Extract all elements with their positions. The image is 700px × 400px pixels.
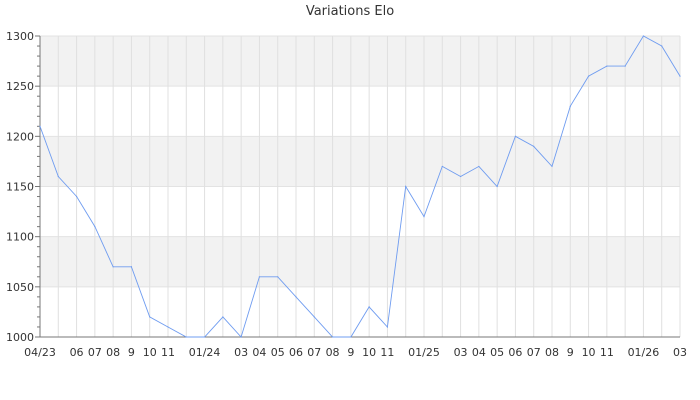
x-tick-label: 01/26 (628, 346, 660, 359)
data-point (569, 105, 571, 107)
shaded-band (40, 236, 680, 287)
x-tick-label: 10 (582, 346, 596, 359)
data-point (203, 336, 206, 338)
x-tick-label: 11 (380, 346, 394, 359)
data-point (514, 135, 517, 137)
x-tick-label: 04 (472, 346, 486, 359)
x-tick-label: 03 (234, 346, 248, 359)
data-point (496, 185, 498, 188)
data-point (94, 226, 96, 228)
x-tick-label: 9 (347, 346, 354, 359)
data-point (295, 296, 297, 298)
data-point (130, 266, 133, 268)
data-point (350, 336, 352, 338)
x-tick-label: 06 (70, 346, 84, 359)
x-tick-label: 04 (252, 346, 266, 359)
data-point (313, 316, 315, 318)
y-tick-label: 1050 (6, 281, 34, 294)
y-tick-label: 1100 (6, 231, 34, 244)
data-point (533, 145, 535, 147)
data-point (642, 35, 645, 37)
data-point (551, 165, 553, 168)
data-point (75, 195, 78, 198)
x-tick-label: 07 (527, 346, 541, 359)
x-tick-label: 9 (567, 346, 574, 359)
data-point (39, 125, 41, 127)
x-tick-label: 08 (106, 346, 120, 359)
x-tick-label: 07 (307, 346, 321, 359)
x-tick-label: 06 (289, 346, 303, 359)
x-tick-label: 11 (600, 346, 614, 359)
y-tick-label: 1150 (6, 181, 34, 194)
data-point (331, 336, 334, 338)
y-tick-label: 1200 (6, 130, 34, 143)
data-point (167, 326, 169, 328)
data-point (661, 45, 663, 47)
x-tick-label: 08 (545, 346, 559, 359)
x-tick-label: 08 (326, 346, 340, 359)
x-tick-label: 03 (673, 346, 687, 359)
x-tick-label: 11 (161, 346, 175, 359)
shaded-band (40, 136, 680, 187)
x-tick-label: 06 (508, 346, 522, 359)
data-point (478, 165, 480, 168)
data-point (185, 336, 187, 338)
data-point (240, 336, 242, 338)
data-point (386, 326, 389, 328)
y-tick-label: 1300 (6, 30, 34, 43)
data-point (258, 276, 261, 278)
data-point (441, 165, 443, 168)
y-tick-label: 1250 (6, 80, 34, 93)
data-point (587, 75, 590, 77)
x-tick-label: 01/25 (408, 346, 440, 359)
data-point (57, 175, 59, 178)
x-tick-label: 10 (143, 346, 157, 359)
x-tick-label: 9 (128, 346, 135, 359)
x-tick-label: 04/23 (24, 346, 56, 359)
data-point (222, 316, 224, 318)
x-tick-label: 07 (88, 346, 102, 359)
data-point (606, 65, 608, 67)
data-point (368, 306, 370, 308)
data-point (459, 175, 462, 178)
x-tick-label: 03 (454, 346, 468, 359)
elo-line (39, 35, 681, 338)
data-point (149, 316, 151, 318)
x-tick-label: 05 (490, 346, 504, 359)
data-point (624, 65, 626, 67)
chart-title: Variations Elo (305, 4, 395, 19)
data-point (423, 216, 425, 218)
data-point (405, 185, 407, 188)
shaded-band (40, 36, 680, 87)
y-tick-label: 1000 (6, 331, 34, 344)
x-tick-label: 05 (271, 346, 285, 359)
data-point (277, 276, 279, 278)
data-point (679, 75, 681, 77)
data-point (112, 266, 114, 268)
x-tick-label: 10 (362, 346, 376, 359)
x-tick-label: 01/24 (189, 346, 221, 359)
